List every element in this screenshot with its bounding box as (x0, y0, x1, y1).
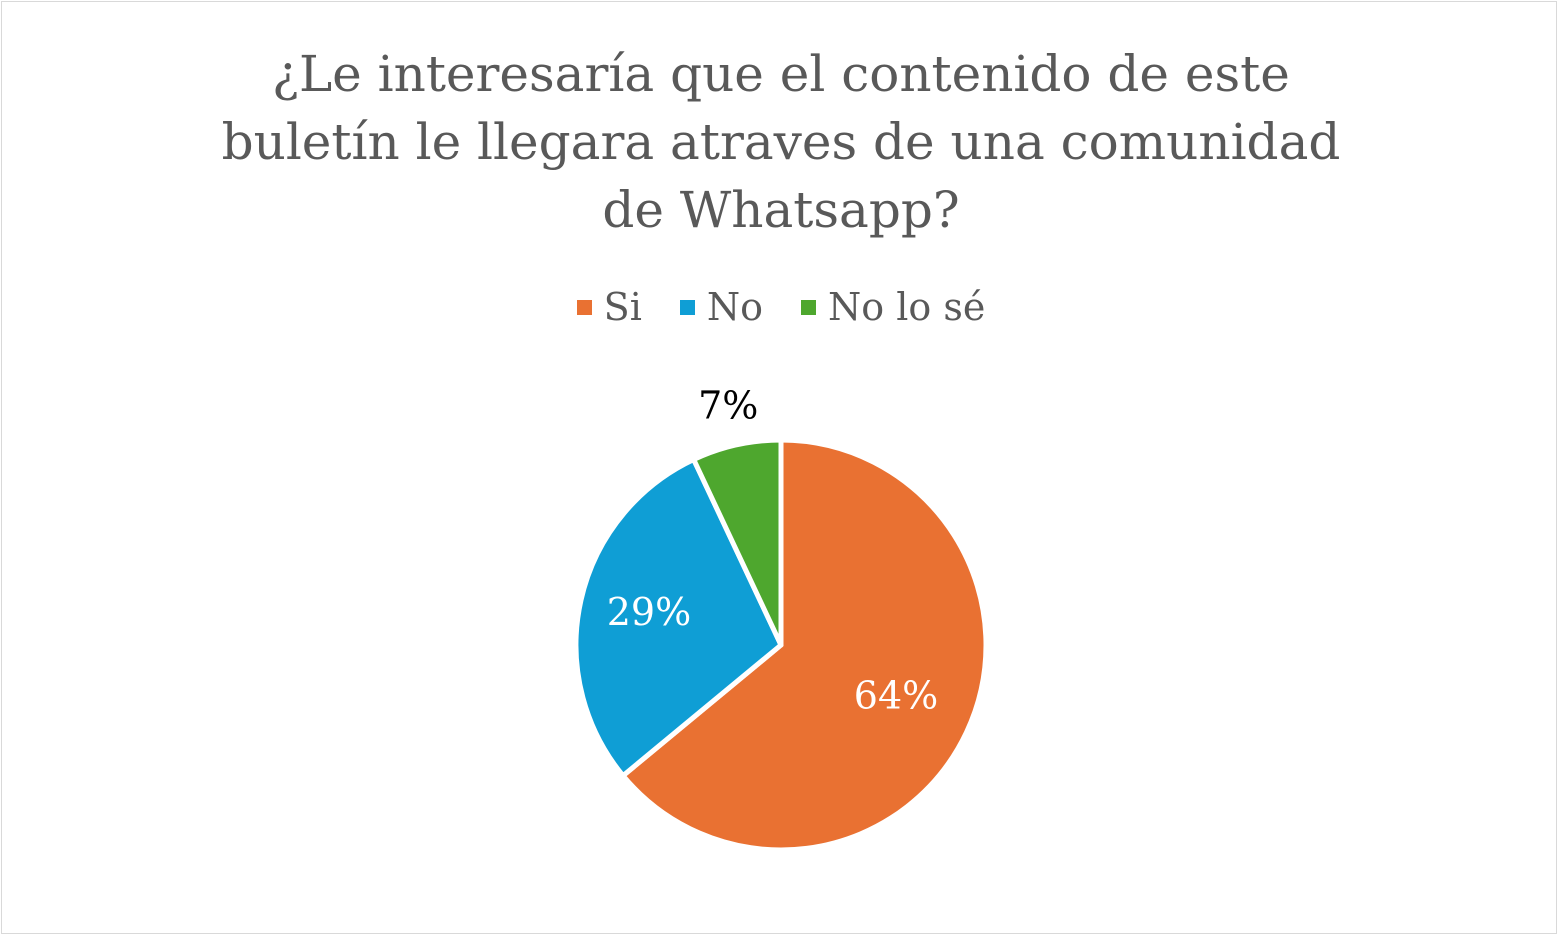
legend-swatch-no-lo-se (801, 299, 816, 315)
chart-title-line-1: ¿Le interesaría que el contenido de este (272, 45, 1290, 103)
data-label-si: 64% (854, 674, 938, 718)
legend-swatch-si (576, 299, 592, 315)
legend-swatch-no (679, 299, 695, 315)
legend-item-si: Si (576, 285, 642, 329)
chart-legend: Si No No lo sé (2, 285, 1560, 329)
chart-title: ¿Le interesaría que el contenido de este… (2, 40, 1560, 244)
pie-slice-si (620, 437, 989, 853)
legend-label-no-lo-se: No lo sé (828, 285, 986, 329)
chart-title-line-2: buletín le llegara atraves de una comuni… (221, 113, 1341, 171)
legend-label-no: No (706, 285, 763, 329)
legend-item-no-lo-se: No lo sé (801, 285, 985, 329)
pie-slice-no-lo-se (691, 437, 784, 648)
legend-item-no: No (679, 285, 763, 329)
legend-label-si: Si (603, 285, 642, 329)
data-label-no: 29% (607, 590, 691, 634)
data-label-no-lo-se: 7% (698, 383, 758, 427)
chart-title-line-3: de Whatsapp? (602, 181, 960, 239)
